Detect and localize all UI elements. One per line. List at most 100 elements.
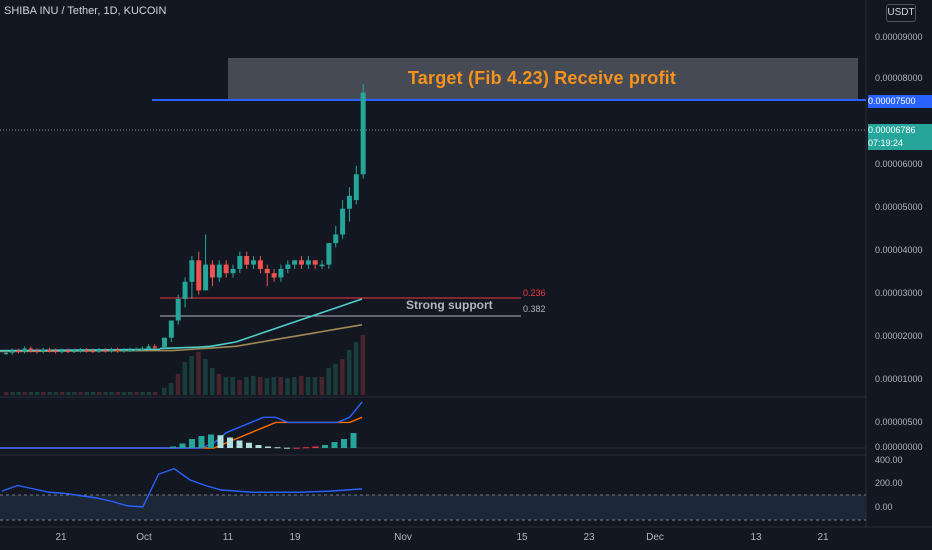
volume-bar — [346, 350, 352, 395]
volume-bar — [72, 392, 77, 395]
candle-body — [109, 349, 114, 352]
volume-bar — [115, 392, 121, 395]
volume-bar — [121, 392, 127, 395]
volume-bars — [4, 335, 366, 395]
macd-histogram-bar — [179, 443, 186, 448]
candle-body — [353, 174, 359, 201]
candle-body — [340, 208, 346, 235]
macd-histogram-bar — [293, 447, 300, 449]
macd-histogram-bar — [284, 447, 290, 449]
ma-fast-line — [159, 298, 363, 350]
candle-body — [237, 256, 243, 269]
candle-body — [90, 350, 95, 353]
candle-body — [168, 320, 174, 338]
volume-bar — [278, 377, 283, 395]
candle-body — [10, 350, 15, 353]
volume-bar — [97, 392, 102, 395]
candle-body — [305, 260, 311, 265]
time-tick: 21 — [817, 532, 829, 543]
volume-bar — [251, 375, 256, 395]
volume-bar — [103, 392, 108, 395]
macd-histogram-bar — [189, 439, 195, 448]
time-tick: Nov — [394, 532, 412, 543]
candle-body — [189, 260, 195, 282]
cci-tick: 0.00 — [875, 502, 893, 512]
macd-histogram-bar — [303, 447, 309, 449]
candle-body — [66, 350, 70, 353]
time-tick: 15 — [516, 532, 528, 543]
volume-bar — [168, 383, 174, 395]
volume-bar — [285, 378, 290, 395]
price-tick: 0.00006000 — [875, 159, 923, 169]
candle-body — [271, 273, 277, 278]
candle-body — [134, 349, 139, 351]
macd-histogram-bar — [208, 434, 214, 448]
candle-body — [115, 349, 120, 352]
volume-bar — [162, 387, 167, 395]
candle-body — [203, 264, 209, 291]
macd-tick: 0.00000000 — [875, 442, 923, 452]
macd-line — [0, 401, 363, 449]
volume-bar — [305, 377, 311, 395]
volume-bar — [66, 392, 71, 395]
volume-bar — [292, 377, 297, 395]
time-tick: 23 — [583, 532, 595, 543]
candle-body — [257, 260, 263, 269]
macd-histogram-bar — [255, 445, 262, 448]
time-tick: Dec — [646, 532, 664, 543]
volume-bar — [90, 392, 96, 395]
target-price-label: 0.00007500 — [868, 96, 916, 106]
price-tick: 0.00008000 — [875, 73, 923, 83]
volume-bar — [340, 359, 345, 395]
volume-bar — [209, 368, 215, 395]
volume-bar — [203, 359, 208, 395]
volume-bar — [78, 392, 83, 395]
target-price-badge — [868, 95, 932, 108]
volume-bar — [146, 392, 152, 395]
candle-body — [251, 260, 257, 265]
volume-bar — [189, 356, 194, 395]
volume-bar — [216, 374, 222, 395]
macd-histogram-bar — [170, 446, 176, 448]
price-tick: 0.00002000 — [875, 331, 923, 341]
candle-body — [162, 337, 167, 348]
volume-bar — [182, 362, 188, 395]
volume-bar — [134, 392, 139, 395]
macd-histogram-bar — [246, 442, 252, 448]
cci-tick: 400.00 — [875, 455, 903, 465]
macd-histogram-bar — [236, 440, 243, 448]
candle-body — [140, 348, 145, 350]
symbol-title[interactable]: SHIBA INU / Tether, 1D, KUCOIN — [4, 5, 167, 17]
fib-236-label: 0.236 — [523, 288, 546, 298]
candle-body — [152, 346, 157, 348]
candle-body — [4, 352, 8, 355]
countdown-label: 07:19:24 — [868, 138, 904, 148]
currency-badge[interactable]: USDT — [886, 4, 916, 22]
ma-slow-line — [160, 324, 363, 352]
candle-body — [326, 243, 332, 265]
macd-histogram-bar — [198, 436, 205, 448]
macd-panel — [0, 401, 866, 449]
candle-body — [333, 234, 339, 244]
volume-bar — [41, 392, 46, 395]
target-annotation: Target (Fib 4.23) Receive profit — [407, 68, 677, 88]
candle-body — [16, 350, 21, 353]
price-tick: 0.00001000 — [875, 374, 923, 384]
cci-band — [0, 495, 866, 520]
candle-body — [285, 264, 291, 269]
price-tick: 0.00004000 — [875, 245, 923, 255]
volume-bar — [175, 374, 181, 395]
macd-histogram-bar — [274, 447, 281, 449]
macd-histogram-bar — [217, 435, 224, 448]
candle-body — [216, 264, 222, 278]
volume-bar — [140, 392, 145, 395]
candles — [4, 84, 366, 355]
volume-bar — [128, 392, 133, 395]
volume-bar — [4, 392, 9, 395]
volume-bar — [333, 363, 338, 395]
candle-body — [346, 195, 352, 209]
candle-body — [103, 350, 108, 352]
price-tick: 0.00009000 — [875, 32, 923, 42]
candle-body — [146, 346, 151, 349]
